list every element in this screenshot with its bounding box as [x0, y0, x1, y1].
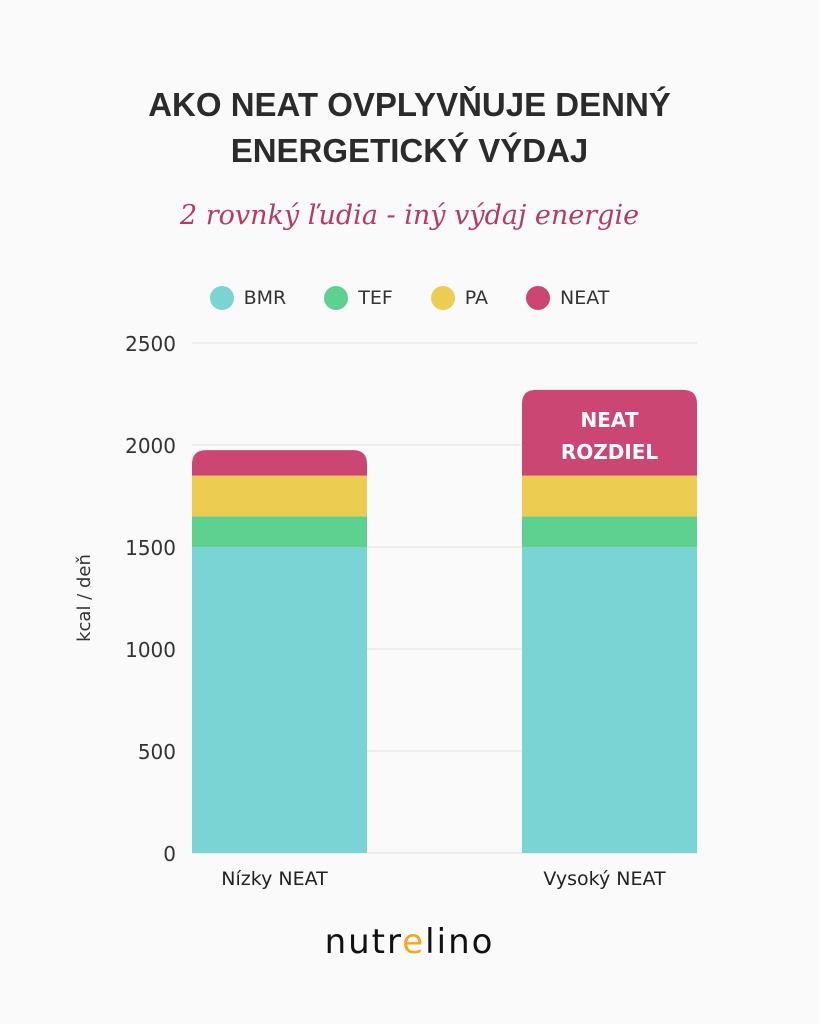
- legend-swatch: [430, 286, 455, 310]
- bar-bmr-2: [522, 547, 697, 853]
- bar-bmr-1: [192, 547, 367, 853]
- legend-label: NEAT: [560, 287, 610, 309]
- legend-label: PA: [464, 287, 489, 309]
- chart-subtitle: 2 rovnký ľudia - iný výdaj energie: [179, 200, 640, 231]
- legend-swatch: [324, 286, 349, 310]
- legend-label: TEF: [358, 287, 393, 309]
- y-tick-label: 1500: [125, 536, 176, 560]
- bar-tef-1: [192, 516, 367, 547]
- bar-pa-1: [192, 475, 367, 517]
- legend-item-bmr: BMR: [209, 286, 287, 310]
- x-tick-label: Nízky NEAT: [221, 868, 328, 890]
- legend-swatch: [526, 286, 551, 310]
- chart-title: AKO NEAT OVPLYVŇUJE DENNÝ ENERGETICKÝ VÝ…: [0, 82, 819, 174]
- title-line-2: ENERGETICKÝ VÝDAJ: [230, 132, 589, 169]
- bar-tef-2: [522, 516, 697, 547]
- legend-swatch: [209, 286, 234, 310]
- legend-item-neat: NEAT: [526, 286, 609, 310]
- y-tick-label: 1000: [125, 638, 176, 662]
- legend-item-pa: PA: [430, 286, 489, 310]
- bar-annotation: ROZDIEL: [561, 440, 659, 464]
- bar-neat-1: [192, 450, 367, 476]
- legend: BMR TEF PA NEAT: [0, 286, 819, 310]
- legend-label: BMR: [243, 287, 287, 309]
- nutrelino-logo: nutrelino: [324, 922, 495, 962]
- legend-item-tef: TEF: [324, 286, 393, 310]
- bar-annotation: NEAT: [581, 408, 639, 432]
- bar-neat-2: [522, 389, 697, 476]
- y-tick-label: 0: [163, 842, 176, 866]
- y-tick-label: 2500: [125, 332, 176, 356]
- bar-pa-2: [522, 475, 697, 517]
- x-tick-label: Vysoký NEAT: [543, 868, 666, 890]
- y-tick-label: 2000: [125, 434, 176, 458]
- y-tick-label: 500: [138, 740, 176, 764]
- title-line-1: AKO NEAT OVPLYVŇUJE DENNÝ: [148, 86, 671, 123]
- y-axis-label: kcal / deň: [74, 554, 95, 642]
